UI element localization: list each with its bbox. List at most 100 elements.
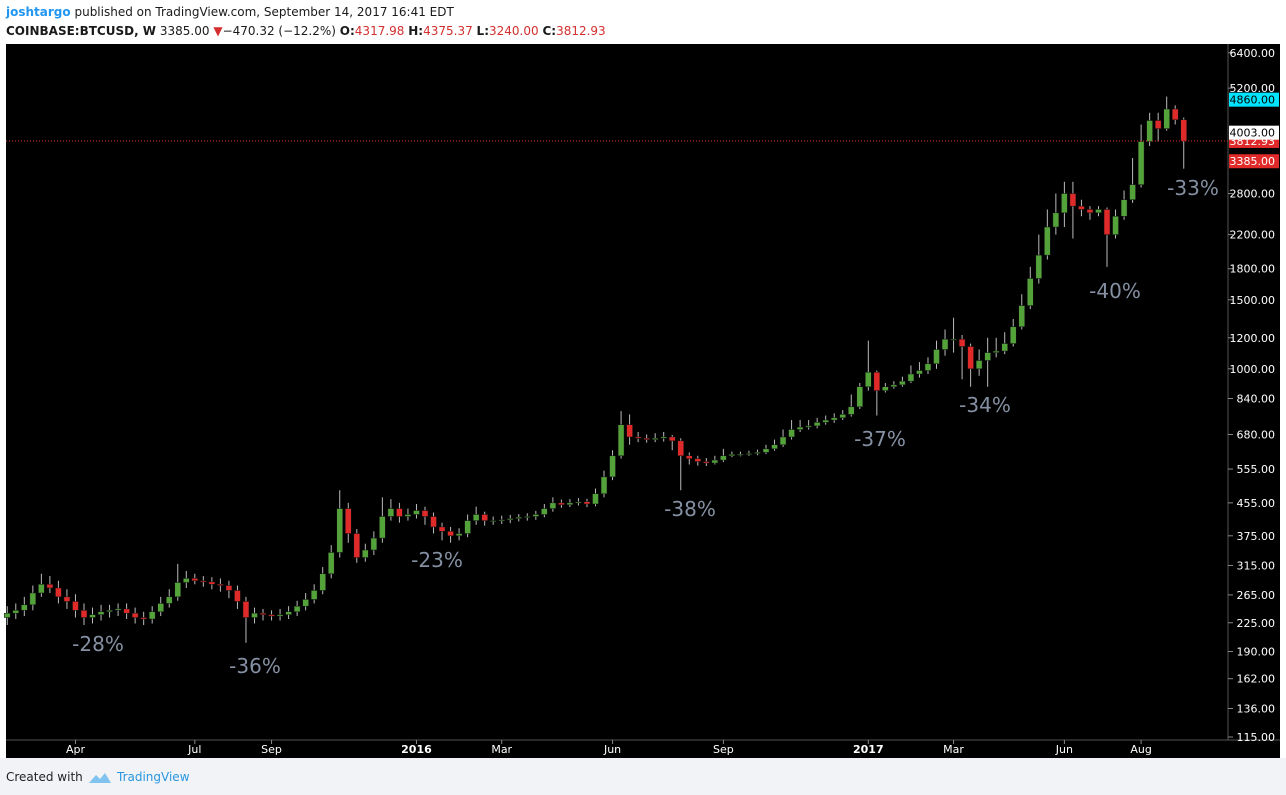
ohlc-value: 4317.98 (354, 24, 405, 38)
drawdown-annotation: -40% (1089, 279, 1141, 303)
chart-background (6, 44, 1280, 758)
candle-body (541, 508, 548, 515)
candle-body (941, 338, 949, 350)
candle-body (89, 614, 96, 618)
price-label: 4860.00 (1230, 94, 1276, 107)
candle-body (481, 514, 488, 521)
candle-body (575, 501, 582, 504)
drawdown-annotation: -23% (411, 548, 463, 572)
candle-body (4, 612, 11, 618)
candle-body (148, 611, 156, 620)
candle-body (80, 610, 88, 618)
price-label-box (1229, 125, 1279, 140)
candle-body (865, 372, 872, 388)
candle-body (370, 537, 378, 551)
change-arrow: ▼ (213, 24, 223, 38)
candle-body (1035, 254, 1043, 279)
x-tick-label: Apr (66, 743, 86, 756)
candle-body (157, 603, 164, 613)
candle-body (353, 533, 361, 558)
candle-body (1163, 108, 1170, 129)
candle-body (191, 578, 199, 581)
candle-body (830, 417, 838, 421)
candle-body (183, 578, 190, 583)
candle-body (771, 444, 778, 450)
candle-body (933, 349, 940, 365)
candle-body (345, 508, 352, 534)
y-tick-label: 115.00 (1237, 731, 1276, 744)
change: −470.32 (−12.2%) (222, 24, 336, 38)
y-tick-label: 136.00 (1237, 702, 1276, 715)
candle-body (617, 424, 625, 457)
created-with: Created with (6, 770, 83, 784)
y-tick-label: 315.00 (1237, 559, 1276, 572)
candle-body (200, 580, 207, 583)
ohlc-label: O: (339, 24, 355, 38)
candle-body (38, 584, 45, 594)
candle-body (259, 612, 267, 615)
ohlc-value: 3240.00 (489, 24, 539, 38)
candle-body (668, 436, 676, 442)
x-tick-label: Sep (713, 743, 734, 756)
x-tick-label: Aug (1130, 743, 1151, 756)
candle-body (515, 517, 523, 519)
candle-body (1146, 120, 1153, 142)
candle-body (379, 516, 386, 539)
publish-line: joshtargo published on TradingView.com, … (6, 3, 606, 22)
candle-body (609, 455, 616, 478)
candle-body (1129, 184, 1136, 200)
candle-body (336, 508, 343, 553)
candle-body (507, 518, 514, 521)
candle-body (396, 508, 403, 517)
candle-body (464, 520, 471, 534)
candle-body (558, 502, 565, 506)
candle-body (805, 425, 812, 428)
candle-body (1061, 193, 1068, 214)
y-tick-label: 680.00 (1237, 428, 1276, 441)
tradingview-logo[interactable] (87, 769, 113, 785)
candle-body (754, 452, 761, 454)
candle-body (166, 596, 173, 604)
candle-body (12, 610, 20, 614)
candle-body (123, 608, 130, 614)
candle-body (21, 604, 28, 611)
candle-body (1137, 141, 1145, 185)
candle-body (1103, 209, 1111, 235)
y-tick-label: 2200.00 (1230, 229, 1276, 242)
candle-body (302, 599, 309, 607)
y-tick-label: 190.00 (1237, 646, 1276, 659)
candle-body (114, 608, 122, 611)
drawdown-annotation: -28% (72, 632, 124, 656)
author[interactable]: joshtargo (6, 5, 71, 19)
candle-body (728, 454, 736, 457)
x-tick-label: 2017 (853, 743, 884, 756)
ohlc-label: H: (408, 24, 424, 38)
candle-body (1180, 119, 1187, 142)
candle-body (430, 516, 437, 528)
candle-body (1069, 193, 1077, 207)
x-tick-label: Mar (491, 743, 512, 756)
candle-body (967, 346, 974, 370)
published: published on TradingView.com, September … (74, 5, 454, 19)
price-label-box (1229, 154, 1279, 169)
candle-body (694, 458, 702, 462)
y-tick-label: 840.00 (1237, 392, 1276, 405)
y-tick-label: 375.00 (1237, 530, 1276, 543)
candle-body (97, 611, 105, 615)
brand[interactable]: TradingView (117, 770, 190, 784)
y-tick-label: 265.00 (1237, 589, 1276, 602)
candle-body (489, 520, 497, 522)
candle-body (873, 372, 881, 391)
candle-body (319, 573, 326, 591)
candle-body (711, 459, 719, 464)
ohlc-label: C: (542, 24, 557, 38)
y-tick-label: 455.00 (1237, 497, 1276, 510)
candle-body (626, 424, 633, 438)
ohlc-value: 4375.37 (423, 24, 473, 38)
candle-body (1078, 205, 1085, 210)
candle-body (566, 502, 574, 506)
candle-body (387, 508, 395, 517)
candle-body (796, 426, 804, 430)
candle-body (686, 455, 693, 459)
candle-body (1154, 120, 1162, 129)
